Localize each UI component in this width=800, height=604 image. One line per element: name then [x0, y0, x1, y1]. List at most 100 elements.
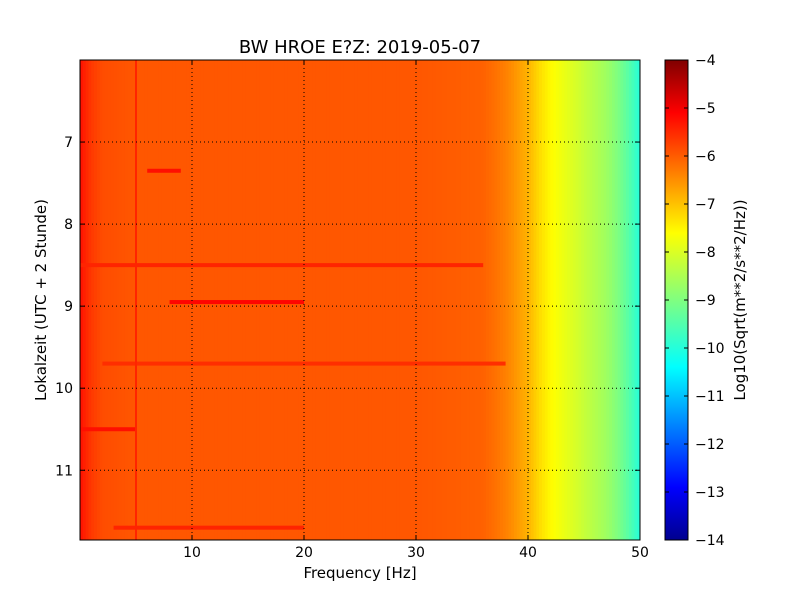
heatmap-cell: [250, 60, 254, 540]
x-tick-label: 10: [183, 545, 201, 561]
heatmap-cell: [284, 60, 288, 540]
heatmap-cell: [609, 60, 613, 540]
heatmap-cell: [239, 60, 243, 540]
heatmap-cell: [220, 60, 224, 540]
heatmap-cell: [113, 60, 117, 540]
heatmap-cell: [234, 60, 238, 540]
heatmap-cell: [236, 60, 240, 540]
heatmap-cell: [242, 60, 246, 540]
heatmap-cell: [150, 60, 154, 540]
heatmap-cell: [374, 60, 378, 540]
heatmap-cell: [449, 60, 453, 540]
heatmap-cell: [248, 60, 252, 540]
heatmap-cell: [550, 60, 554, 540]
heatmap-cell: [427, 60, 431, 540]
heatmap-cell: [460, 60, 464, 540]
heatmap-cell: [340, 60, 344, 540]
heatmap-cell: [472, 60, 476, 540]
heatmap-cell: [214, 60, 218, 540]
heatmap-cell: [169, 60, 173, 540]
heatmap-cell: [368, 60, 372, 540]
heatmap-cell: [96, 60, 100, 540]
heatmap-cell: [444, 60, 448, 540]
colorbar-tick-label: −10: [695, 341, 725, 357]
heatmap-cell: [85, 60, 89, 540]
heatmap-cell: [603, 60, 607, 540]
heatmap-cell: [561, 60, 565, 540]
heatmap-cell: [376, 60, 380, 540]
heatmap-cell: [273, 60, 277, 540]
heatmap-cell: [511, 60, 515, 540]
heatmap-cell: [628, 60, 632, 540]
colorbar-tick-label: −6: [695, 149, 716, 165]
heatmap-cell: [407, 60, 411, 540]
heatmap-cell: [301, 60, 305, 540]
y-tick-label: 9: [64, 299, 73, 315]
heatmap-cell: [225, 60, 229, 540]
heatmap-cell: [614, 60, 618, 540]
heatmap-cell: [178, 60, 182, 540]
heatmap-cell: [326, 60, 330, 540]
heatmap-cell: [528, 60, 532, 540]
heatmap-cell: [592, 60, 596, 540]
heatmap-cell: [231, 60, 235, 540]
heatmap-cell: [278, 60, 282, 540]
heatmap-cell: [371, 60, 375, 540]
heatmap-cell: [130, 60, 134, 540]
heatmap-cell: [127, 60, 131, 540]
heatmap-band: [113, 525, 304, 530]
heatmap-cell: [287, 60, 291, 540]
heatmap-cell: [413, 60, 417, 540]
plot-frame: [79, 59, 641, 541]
heatmap-cell: [315, 60, 319, 540]
x-tick-label: 50: [631, 545, 649, 561]
heatmap-cell: [264, 60, 268, 540]
heatmap-cell: [567, 60, 571, 540]
heatmap-cell: [144, 60, 148, 540]
heatmap-cell: [536, 60, 540, 540]
heatmap-cell: [617, 60, 621, 540]
heatmap-cell: [564, 60, 568, 540]
heatmap-cell: [304, 60, 308, 540]
heatmap-cell: [320, 60, 324, 540]
y-axis-ticks: 7 8 9 10 11: [55, 135, 640, 479]
heatmap-cell: [500, 60, 504, 540]
heatmap-cell: [141, 60, 145, 540]
heatmap-cell: [124, 60, 128, 540]
heatmap-cell: [544, 60, 548, 540]
heatmap-cell: [192, 60, 196, 540]
heatmap-cell: [612, 60, 616, 540]
heatmap-cell: [354, 60, 358, 540]
heatmap-cell: [164, 60, 168, 540]
heatmap-cell: [393, 60, 397, 540]
heatmap-cell: [497, 60, 501, 540]
heatmap-cell: [441, 60, 445, 540]
heatmap-cell: [533, 60, 537, 540]
heatmap-cell: [267, 60, 271, 540]
heatmap-cell: [256, 60, 260, 540]
heatmap-cell: [404, 60, 408, 540]
heatmap-cell: [379, 60, 383, 540]
grid-lines: [80, 60, 640, 540]
heatmap-band: [102, 361, 506, 366]
heatmap-cell: [203, 60, 207, 540]
colorbar-ticks: −4 −5 −6 −7 −8 −9 −10 −11 −12 −13 −14: [665, 53, 725, 549]
heatmap-cell: [600, 60, 604, 540]
heatmap-cell: [589, 60, 593, 540]
heatmap-cell: [382, 60, 386, 540]
heatmap-cell: [306, 60, 310, 540]
heatmap-cell: [88, 60, 92, 540]
heatmap-cell: [259, 60, 263, 540]
heatmap-cell: [432, 60, 436, 540]
heatmap-cell: [452, 60, 456, 540]
heatmap-cell: [161, 60, 165, 540]
heatmap-cell: [318, 60, 322, 540]
x-tick-label: 40: [519, 545, 537, 561]
heatmap-cell: [208, 60, 212, 540]
heatmap-cell: [578, 60, 582, 540]
heatmap-cell: [458, 60, 462, 540]
heatmap-cell: [606, 60, 610, 540]
heatmap-cell: [206, 60, 210, 540]
heatmap-cell: [175, 60, 179, 540]
